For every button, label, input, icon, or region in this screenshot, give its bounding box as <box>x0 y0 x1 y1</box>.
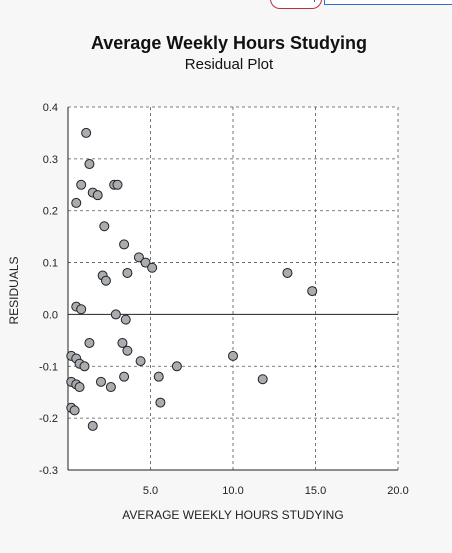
x-tick-label: 10.0 <box>222 485 243 497</box>
data-point <box>155 397 166 408</box>
data-point <box>122 267 133 278</box>
tick-labels: 0.4 0.3 0.2 0.1 0.0 -0.1 -0.2 -0.3 5.0 10.0 15.0 20… <box>39 102 409 497</box>
data-point <box>71 197 82 208</box>
data-point <box>79 361 90 372</box>
data-point <box>282 267 293 278</box>
data-point <box>96 376 106 387</box>
chrome-divider <box>314 0 315 2</box>
data-point <box>133 252 144 263</box>
data-point <box>119 371 130 382</box>
x-tick-label: 5.0 <box>143 485 158 497</box>
data-point <box>84 159 95 170</box>
data-points <box>66 127 318 431</box>
x-axis-label: AVERAGE WEEKLY HOURS STUDYING <box>122 508 343 522</box>
data-point <box>112 179 123 190</box>
chrome-tab-right <box>324 0 452 5</box>
chart-title: Average Weekly Hours Studying <box>90 33 368 53</box>
y-tick-label: 0.2 <box>43 206 58 218</box>
y-axis-label: RESIDUALS <box>7 256 21 324</box>
data-point <box>171 361 182 372</box>
chart-subtitle: Residual Plot <box>184 56 274 73</box>
data-point <box>99 221 110 232</box>
data-point <box>153 371 164 382</box>
data-point <box>140 257 151 268</box>
data-point <box>92 190 103 201</box>
data-point <box>76 304 87 315</box>
y-tick-label: -0.2 <box>39 413 58 425</box>
data-point <box>69 405 80 416</box>
y-tick-label: 0.0 <box>43 309 58 321</box>
data-point <box>100 275 111 286</box>
data-point <box>84 337 95 348</box>
grid-layer <box>68 106 399 471</box>
x-tick-label: 20.0 <box>387 485 408 497</box>
data-point <box>228 350 238 361</box>
data-point <box>87 420 98 431</box>
data-point <box>117 337 128 348</box>
data-point <box>307 286 318 297</box>
data-point <box>76 179 87 190</box>
window-chrome <box>270 0 452 10</box>
data-point <box>135 356 146 367</box>
data-point <box>122 345 133 356</box>
data-point <box>147 262 158 273</box>
y-tick-label: -0.1 <box>39 361 58 373</box>
y-tick-label: 0.4 <box>43 102 58 114</box>
data-point <box>120 314 131 325</box>
data-point <box>110 309 121 320</box>
x-tick-label: 15.0 <box>305 485 326 497</box>
data-point <box>119 239 130 250</box>
data-point <box>105 382 116 393</box>
data-point <box>81 127 92 138</box>
y-tick-label: 0.1 <box>43 258 58 270</box>
data-point <box>257 374 268 385</box>
data-point <box>74 382 85 393</box>
y-tick-label: -0.3 <box>39 465 58 477</box>
y-tick-label: 0.3 <box>43 154 58 166</box>
